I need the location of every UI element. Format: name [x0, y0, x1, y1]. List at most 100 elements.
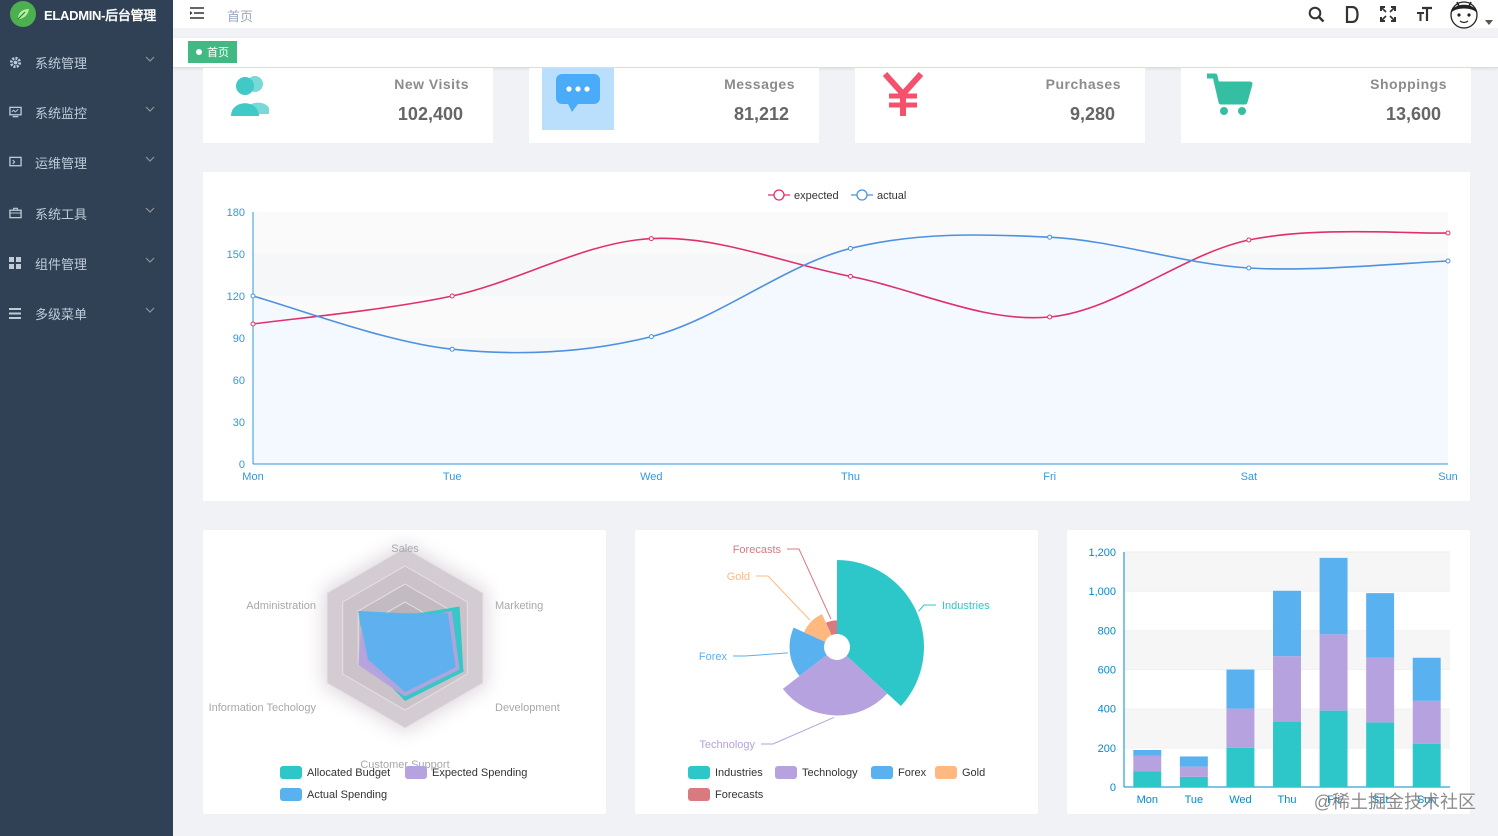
sidebar-item-multilevel[interactable]: 多级菜单 [0, 288, 173, 338]
sidebar-item-label: 系统工具 [35, 206, 88, 222]
x-tick-label: Fri [1327, 794, 1340, 806]
sidebar-item-components[interactable]: 组件管理 [0, 238, 173, 288]
legend-swatch [688, 766, 710, 779]
legend-label: Forecasts [715, 789, 764, 801]
tags-view: 首页 [173, 38, 1498, 68]
x-tick-label: Fri [1043, 471, 1056, 483]
sidebar-item-ops[interactable]: 运维管理 [0, 137, 173, 187]
split-band [1124, 552, 1450, 592]
tag-home[interactable]: 首页 [188, 41, 237, 63]
chevron-down-icon [145, 307, 155, 313]
data-point-expected [648, 236, 654, 242]
bar-pageC [1412, 657, 1441, 701]
leaf-logo-icon [10, 1, 36, 27]
pie-slice-technology [782, 654, 888, 716]
pie-label-line [761, 716, 835, 745]
legend-swatch [775, 766, 797, 779]
legend-swatch [871, 766, 893, 779]
pie-label-line [733, 652, 788, 657]
navbar: 首页 [173, 0, 1498, 29]
pie-chart[interactable]: Industries Technology Forex Gold Forecasts In… [635, 530, 1038, 814]
bar-pageB [1179, 766, 1208, 777]
stat-value: 13,600 [1385, 104, 1441, 124]
data-point-actual [848, 245, 853, 251]
sidebar-item-label: 系统监控 [35, 105, 88, 121]
bar-pageA [1319, 710, 1348, 787]
bar-chart[interactable]: 0 200 400 600 800 1,000 1,200 Mon Tue Wed Thu Fri Sa… [1067, 530, 1470, 814]
legend-label: Technology [802, 767, 858, 779]
x-tick-label: Thu [841, 471, 860, 483]
sidebar-item-label: 多级菜单 [35, 306, 88, 322]
breadcrumb[interactable]: 首页 [227, 9, 254, 24]
tag-label: 首页 [207, 47, 229, 59]
y-tick-label: 400 [1098, 704, 1116, 716]
x-tick-label: Wed [640, 471, 662, 483]
sidebar-item-tools[interactable]: 系统工具 [0, 188, 173, 238]
data-point-actual [1047, 234, 1053, 240]
stat-card-purchases[interactable]: Purchases 9,280 [855, 68, 1145, 143]
bar-pageB [1133, 755, 1162, 772]
legend-label: Expected Spending [432, 767, 527, 779]
pie-slice-industries [837, 560, 924, 707]
avatar[interactable] [1442, 0, 1498, 29]
y-tick-label: 1,000 [1088, 586, 1116, 598]
radar-indicator-label: Sales [391, 543, 419, 555]
bar-pageA [1133, 771, 1162, 787]
list-icon [8, 306, 22, 320]
search-icon[interactable] [1298, 6, 1334, 23]
bar-pageC [1179, 756, 1208, 767]
legend-label: Actual Spending [307, 789, 387, 801]
app-title: ELADMIN-后台管理 [44, 7, 156, 23]
x-tick-label: Mon [242, 471, 263, 483]
stat-card-messages[interactable]: Messages 81,212 [529, 68, 819, 143]
hamburger-icon[interactable] [189, 6, 205, 25]
sidebar-item-monitor[interactable]: 系统监控 [0, 87, 173, 137]
sidebar-item-system[interactable]: 系统管理 [0, 37, 173, 87]
shopping-cart-icon [1205, 72, 1253, 123]
y-tick-label: 90 [233, 333, 245, 345]
grid-icon [8, 256, 22, 270]
stat-card-visits[interactable]: New Visits 102,400 [203, 68, 493, 143]
fullscreen-icon[interactable] [1370, 6, 1406, 22]
pie-slice-label: Forex [699, 651, 728, 663]
y-tick-label: 60 [233, 375, 245, 387]
sidebar-item-label: 组件管理 [35, 256, 88, 272]
pie-label-line [787, 548, 832, 620]
navbar-actions [1298, 0, 1498, 29]
bar-pageA [1273, 721, 1301, 787]
yen-icon [881, 71, 925, 123]
radar-indicator-label: Marketing [495, 600, 543, 612]
chevron-down-icon [145, 56, 155, 62]
y-tick-label: 200 [1098, 743, 1116, 755]
x-tick-label: Sat [1241, 471, 1258, 483]
stat-card-shoppings[interactable]: Shoppings 13,600 [1181, 68, 1471, 143]
bar-pageC [1319, 557, 1348, 635]
data-point-actual [250, 293, 256, 299]
chevron-down-icon [145, 156, 155, 162]
radar-chart[interactable]: Sales Marketing Development Customer Suppor… [203, 530, 606, 814]
gear-icon [8, 55, 22, 69]
y-tick-label: 800 [1098, 625, 1116, 637]
radar-indicator-label: Development [495, 702, 560, 714]
pie-slice-label: Gold [727, 571, 750, 583]
x-tick-label: Sat [1372, 794, 1389, 806]
line-chart[interactable]: 0 30 60 90 120 150 180 Mon Tue Wed Thu Fri Sat Sun exp… [203, 172, 1470, 501]
sidebar-item-label: 运维管理 [35, 155, 88, 171]
caret-down-icon [1485, 19, 1493, 25]
radar-indicator-label: Administration [246, 600, 316, 612]
y-tick-label: 0 [1110, 782, 1116, 794]
chevron-down-icon [145, 106, 155, 112]
font-size-icon[interactable] [1406, 6, 1442, 22]
bar-pageA [1179, 776, 1208, 787]
legend-swatch [688, 788, 710, 801]
pie-slice-forex [789, 627, 827, 677]
stat-value: 102,400 [397, 104, 463, 124]
document-icon[interactable] [1334, 5, 1370, 23]
bar-pageC [1366, 593, 1395, 658]
app-logo[interactable]: ELADMIN-后台管理 [0, 0, 173, 28]
bar-pageB [1273, 656, 1301, 722]
legend-label: actual [877, 190, 906, 202]
pie-slice-gold [804, 614, 832, 642]
bar-pageB [1366, 657, 1395, 723]
active-dot-icon [196, 49, 202, 55]
